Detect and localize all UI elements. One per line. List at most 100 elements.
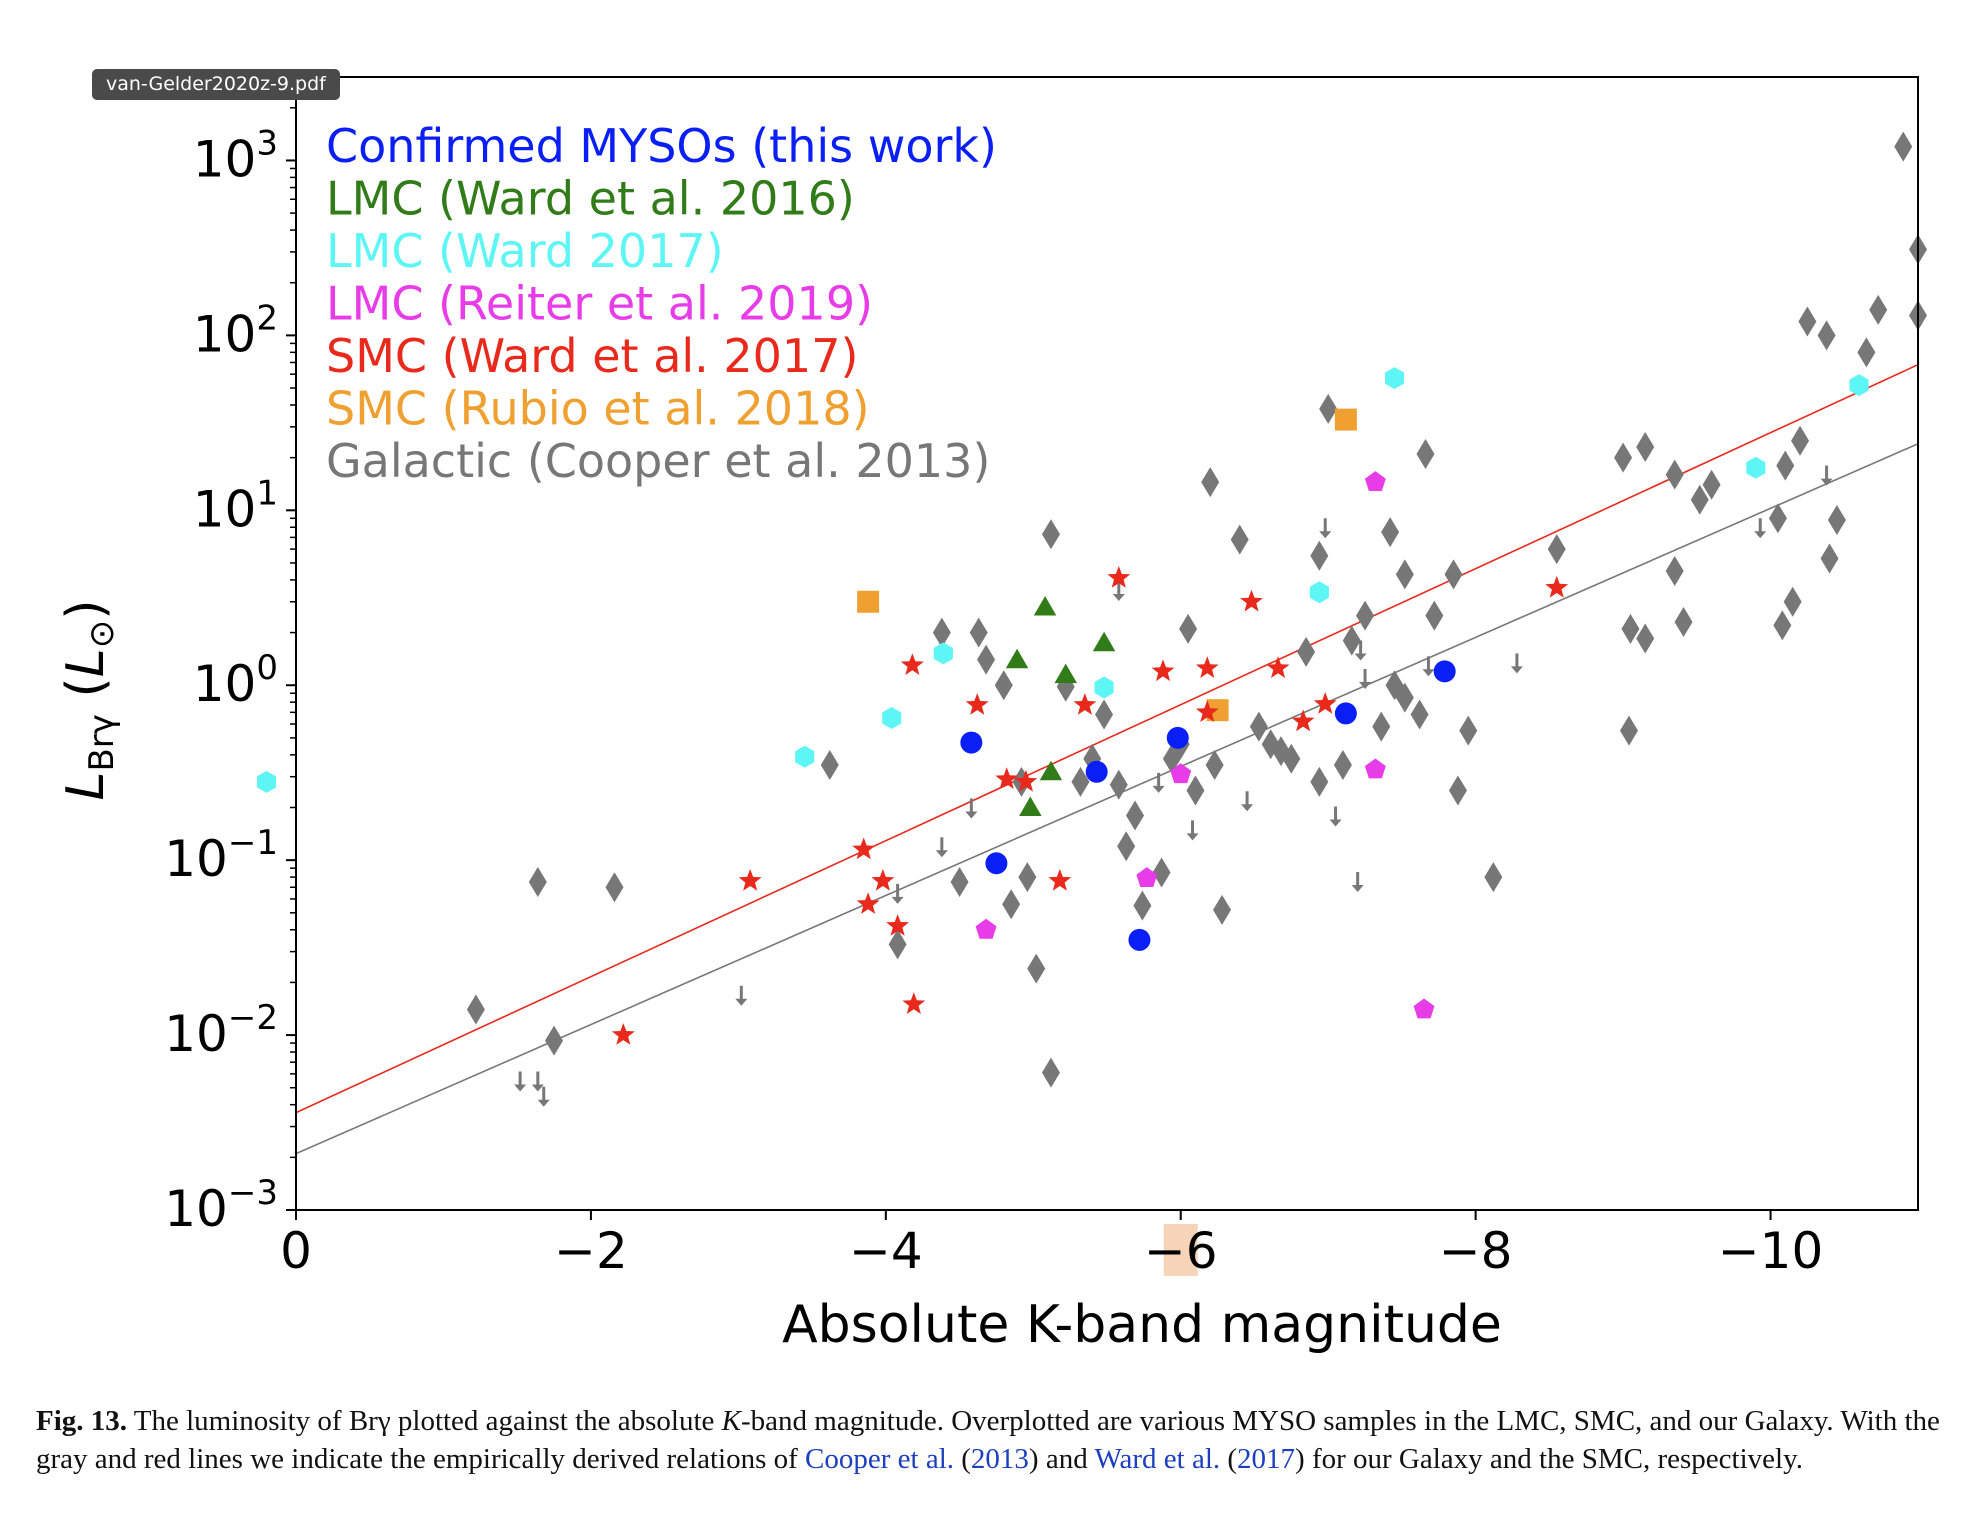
diamond-point — [1395, 559, 1414, 590]
diamond-point — [1041, 519, 1060, 550]
plot-frame — [295, 76, 1919, 1211]
hexagon-point — [933, 642, 953, 665]
upper-limit-point — [1329, 806, 1342, 827]
caption-text: ) and — [1028, 1443, 1095, 1475]
y-axis-label: LBrγ (L⊙) — [56, 599, 122, 800]
circle-point — [960, 731, 983, 754]
diamond-point — [994, 670, 1013, 701]
star-point — [1107, 566, 1131, 588]
square-point — [1334, 408, 1357, 431]
diamond-point — [1614, 442, 1633, 473]
scatter-chart: 0 −2 −4 −6 −8 −10 10−3 10−2 10−1 100 101 102 103 Ab… — [56, 76, 1927, 1355]
fit-lines — [296, 363, 1918, 1155]
diamond-point — [1133, 890, 1152, 921]
x-axis-ticks: 0 −2 −4 −6 −8 −10 — [280, 1210, 1823, 1280]
diamond-point — [950, 867, 969, 898]
caption-text: -band magnitude. Overplotted are various… — [36, 1405, 1940, 1475]
ward-citation-link[interactable]: Ward et al. — [1094, 1443, 1221, 1475]
diamond-point — [1416, 438, 1435, 469]
diamond-point — [1820, 543, 1839, 574]
star-point — [1014, 769, 1038, 792]
legend-entry: SMC (Ward et al. 2017) — [326, 329, 858, 383]
diamond-point — [1282, 743, 1301, 774]
diamond-point — [1179, 613, 1198, 644]
square-point — [857, 590, 880, 613]
series-diamond — [466, 131, 1927, 1088]
upper-limit-point — [1422, 656, 1435, 677]
upper-limit-point — [965, 798, 978, 819]
diamond-point — [969, 617, 988, 648]
pentagon-point — [1364, 758, 1386, 779]
diamond-point — [1894, 131, 1913, 162]
diamond-point — [1410, 699, 1429, 730]
diamond-point — [1213, 894, 1232, 925]
diamond-point — [1201, 467, 1220, 498]
diamond-point — [1372, 711, 1391, 742]
diamond-point — [1319, 393, 1338, 424]
data-points — [257, 131, 1927, 1107]
upper-limit-point — [1354, 640, 1367, 661]
cooper-year-link[interactable]: 2013 — [970, 1443, 1029, 1475]
star-point — [871, 869, 895, 891]
diamond-point — [1230, 524, 1249, 555]
diamond-point — [1547, 534, 1566, 565]
diamond-point — [932, 617, 951, 648]
star-point — [902, 992, 926, 1014]
diamond-point — [1448, 775, 1467, 806]
fit-line-0 — [296, 363, 1918, 1114]
diamond-point — [1117, 831, 1136, 862]
x-tick-label: 0 — [280, 1222, 312, 1280]
triangle-point — [1039, 760, 1063, 781]
diamond-point — [977, 644, 996, 675]
y-tick-label: 10−1 — [164, 823, 278, 888]
star-point — [1195, 656, 1219, 678]
x-tick-label: −8 — [1439, 1222, 1513, 1280]
pentagon-point — [1413, 998, 1435, 1019]
diamond-point — [1857, 337, 1876, 368]
diamond-point — [1071, 766, 1090, 797]
series-hexagon — [257, 367, 1869, 793]
diamond-point — [1798, 306, 1817, 337]
diamond-point — [1621, 613, 1640, 644]
diamond-point — [1619, 715, 1638, 746]
circle-point — [1085, 760, 1108, 783]
diamond-point — [1027, 953, 1046, 984]
series-star — [611, 566, 1569, 1045]
upper-limit-point — [531, 1071, 544, 1092]
pdf-file-tab[interactable]: van-Gelder2020z-9.pdf — [92, 69, 340, 100]
diamond-point — [1665, 459, 1684, 490]
upper-limit-point — [891, 883, 904, 904]
upper-limit-point — [1754, 518, 1767, 539]
caption-label: Fig. 13. — [36, 1405, 128, 1437]
star-point — [965, 693, 989, 715]
legend-entry: Galactic (Cooper et al. 2013) — [326, 434, 990, 488]
upper-limit-point — [1359, 668, 1372, 689]
y-tick-label: 101 — [193, 473, 278, 538]
upper-limit-point — [1186, 820, 1199, 841]
diamond-point — [1152, 857, 1171, 888]
diamond-point — [1041, 1057, 1060, 1088]
triangle-point — [1019, 796, 1042, 816]
triangle-point — [1054, 663, 1077, 684]
legend: Confirmed MYSOs (this work)LMC (Ward et … — [326, 119, 997, 488]
diamond-point — [1484, 862, 1503, 893]
diamond-point — [1636, 432, 1655, 463]
ward-year-link[interactable]: 2017 — [1237, 1443, 1296, 1475]
circle-point — [1128, 928, 1151, 951]
series-triangle — [1005, 596, 1116, 816]
caption-text: ( — [954, 1443, 971, 1475]
triangle-point — [1005, 648, 1029, 669]
legend-entry: SMC (Rubio et al. 2018) — [326, 382, 870, 436]
circle-point — [1166, 726, 1189, 749]
diamond-point — [1773, 610, 1792, 641]
diamond-point — [1702, 469, 1721, 500]
star-point — [1266, 656, 1290, 678]
cooper-citation-link[interactable]: Cooper et al. — [805, 1443, 954, 1475]
diamond-point — [1205, 749, 1224, 780]
star-point — [1313, 692, 1337, 714]
upper-limit-point — [1152, 772, 1165, 793]
triangle-point — [1092, 631, 1116, 652]
hexagon-point — [1385, 367, 1405, 390]
y-axis-ticks: 10−3 10−2 10−1 100 101 102 103 — [164, 76, 296, 1238]
circle-point — [1334, 702, 1357, 725]
